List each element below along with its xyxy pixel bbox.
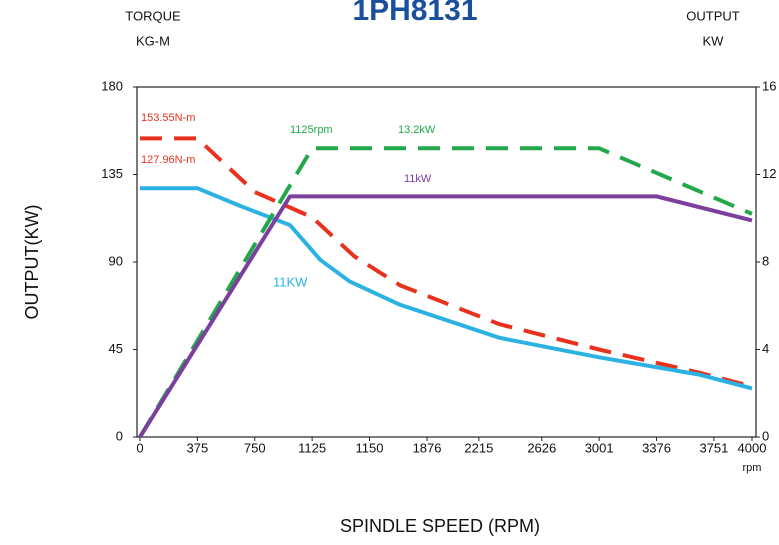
y-tick-label: 180 [101, 78, 123, 93]
y-axis-unit: KG-M [136, 33, 170, 48]
x-tick-label: 0 [136, 440, 143, 455]
y-axis-title: TORQUE [125, 8, 181, 23]
chart-title: 1PH8131 [352, 0, 477, 27]
annotation: 11kW [404, 173, 432, 185]
y2-tick-label: 16 [762, 78, 776, 93]
x-tick-label: 750 [244, 440, 266, 455]
x-tick-label: 4000 [738, 440, 767, 455]
x-tick-label: 3001 [585, 440, 614, 455]
y2-tick-label: 4 [762, 341, 769, 356]
x-tick-label: 1125 [298, 440, 326, 455]
y2-tick-label: 8 [762, 253, 769, 268]
annotation: 13.2kW [398, 124, 436, 136]
y2-axis-title: OUTPUT [686, 8, 740, 23]
x-tick-label: 375 [187, 440, 209, 455]
y-tick-label: 135 [101, 166, 123, 181]
x-tick-label: 3376 [642, 440, 671, 455]
y-tick-label: 45 [109, 341, 123, 356]
x-unit: rpm [743, 462, 762, 474]
y2-axis-unit: KW [703, 33, 725, 48]
x-label: SPINDLE SPEED (RPM) [340, 516, 540, 536]
x-tick-label: 3751 [699, 440, 728, 455]
x-tick-label: 1150 [356, 440, 384, 455]
series-line [140, 136, 753, 389]
x-tick-label: 1876 [413, 440, 442, 455]
series-line [138, 194, 753, 439]
annotation: 127.96N-m [141, 154, 195, 166]
y-label: OUTPUT(KW) [22, 205, 42, 320]
series-line [138, 146, 753, 439]
y-tick-label: 90 [109, 253, 123, 268]
y-tick-label: 0 [116, 428, 123, 443]
annotation: 1125rpm [290, 124, 333, 136]
annotation: 11KW [273, 274, 308, 289]
annotation: 153.55N-m [141, 112, 195, 124]
y2-tick-label: 0 [762, 428, 769, 443]
x-tick-label: 2215 [464, 440, 493, 455]
x-tick-label: 2626 [527, 440, 556, 455]
y2-tick-label: 12 [762, 166, 776, 181]
plot-frame [136, 86, 757, 438]
series-line [140, 186, 753, 391]
